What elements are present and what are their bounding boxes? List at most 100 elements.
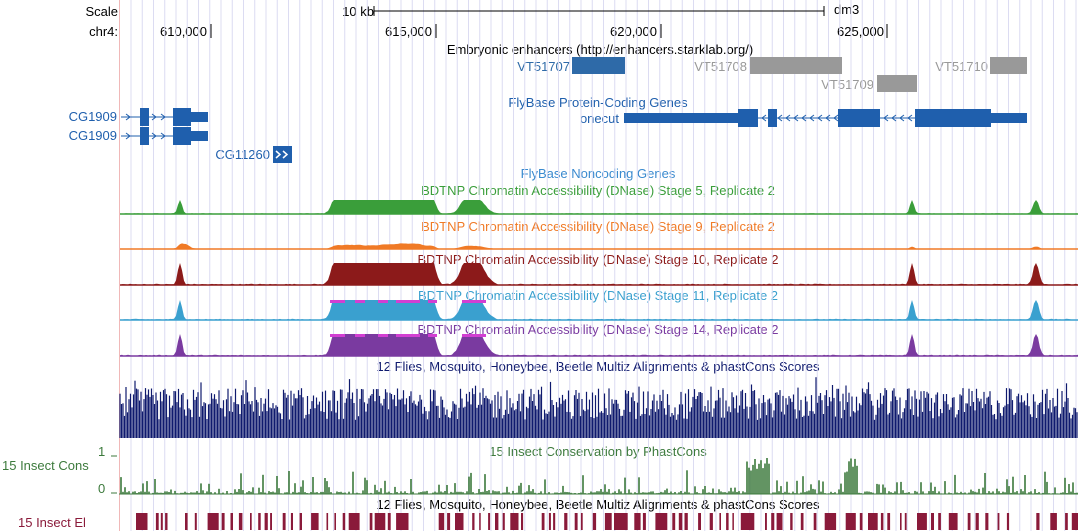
cons-side-label[interactable]: 15 Insect Cons	[2, 458, 89, 473]
strand-arrow	[801, 114, 807, 122]
conserved-element	[845, 513, 856, 530]
conserved-element	[447, 513, 451, 530]
dnase-signal	[120, 243, 1078, 249]
conserved-element	[765, 513, 767, 530]
gene-label-cg11260[interactable]: CG11260	[215, 147, 270, 162]
conserved-element	[1050, 513, 1057, 530]
elements-track-title: 12 Flies, Mosquito, Honeybee, Beetle Mul…	[376, 497, 820, 512]
conserved-element	[1065, 513, 1068, 530]
multiz-track-title: 12 Flies, Mosquito, Honeybee, Beetle Mul…	[376, 359, 820, 374]
conserved-element	[510, 513, 519, 530]
ruler-tick-label: 610,000	[160, 24, 207, 39]
conserved-element	[813, 513, 817, 530]
conserved-element	[564, 513, 568, 530]
clipping-marker	[428, 300, 437, 303]
gene-utr	[991, 113, 1027, 123]
strand-arrow	[899, 114, 905, 122]
conserved-element	[967, 513, 971, 530]
noncoding-track-title: FlyBase Noncoding Genes	[520, 166, 676, 181]
gene-label-cg1909[interactable]: CG1909	[68, 109, 117, 124]
clipping-marker	[378, 300, 388, 303]
conserved-element	[548, 513, 551, 530]
strand-arrow	[275, 150, 289, 159]
conserved-element	[258, 513, 261, 530]
gene-utr	[191, 112, 208, 122]
conserved-element	[790, 513, 793, 530]
conserved-element	[938, 513, 941, 530]
gene-utr	[191, 131, 208, 141]
conserved-element	[917, 513, 927, 530]
conserved-element	[684, 513, 688, 530]
conserved-element	[207, 513, 219, 530]
conserved-element	[160, 513, 163, 530]
conserved-element	[553, 513, 556, 530]
elements-side-label[interactable]: 15 Insect El	[18, 515, 86, 530]
enhancer-box	[877, 75, 917, 92]
dnase-signal	[120, 200, 1078, 214]
conserved-element	[230, 513, 233, 530]
enhancer-box	[990, 57, 1027, 74]
conserved-element	[859, 513, 863, 530]
conserved-element	[698, 513, 701, 530]
gene-exon	[173, 127, 191, 145]
conserved-element	[900, 513, 902, 530]
clipping-marker	[396, 334, 420, 337]
conserved-element	[521, 513, 524, 530]
conserved-element	[824, 513, 837, 530]
conserved-element	[396, 513, 409, 530]
conserved-element	[264, 513, 268, 530]
conserved-element	[282, 513, 286, 530]
strand-arrow	[125, 132, 131, 140]
conserved-element	[541, 513, 545, 530]
gene-exon	[768, 109, 777, 127]
conserved-element	[270, 513, 272, 530]
clipping-marker	[355, 334, 365, 337]
conserved-element	[580, 513, 583, 530]
cons-min-label: 0	[98, 481, 106, 496]
strand-arrow	[160, 132, 166, 140]
ruler-tick-label: 615,000	[385, 24, 432, 39]
conserved-element	[592, 513, 597, 530]
conserved-element	[740, 513, 755, 530]
dnase-track-title: BDTNP Chromatin Accessibility (DNase) St…	[421, 219, 775, 234]
conserved-element	[800, 513, 804, 530]
conserved-element	[185, 513, 188, 530]
gene-label-onecut[interactable]: onecut	[579, 111, 619, 126]
conserved-element	[634, 513, 641, 530]
ruler-tick-label: 620,000	[610, 24, 657, 39]
conserved-element	[604, 513, 612, 530]
enhancer-label[interactable]: VT51707	[517, 59, 570, 74]
conserved-element	[326, 513, 329, 530]
conserved-element	[155, 513, 159, 530]
enhancer-box	[750, 57, 842, 74]
conserved-element	[136, 513, 148, 530]
clipping-marker	[396, 300, 420, 303]
gene-exon	[838, 109, 880, 127]
strand-arrow	[907, 114, 913, 122]
enhancer-box	[572, 57, 625, 74]
enhancer-label[interactable]: VT51709	[821, 77, 874, 92]
clipping-marker	[330, 300, 345, 303]
conserved-element	[985, 513, 989, 530]
gene-exon	[140, 127, 149, 145]
strand-arrow	[777, 114, 783, 122]
enhancer-label[interactable]: VT51708	[694, 59, 747, 74]
conserved-element	[194, 513, 197, 530]
gene-label-cg1909[interactable]: CG1909	[68, 128, 117, 143]
conserved-element	[868, 513, 878, 530]
conserved-element	[614, 513, 628, 530]
gene-exon	[738, 109, 758, 127]
conserved-element	[887, 513, 891, 530]
strand-arrow	[809, 114, 815, 122]
conserved-element	[732, 513, 734, 530]
conserved-element	[299, 513, 302, 530]
conserved-element	[495, 513, 499, 530]
gene-exon	[173, 108, 191, 126]
conserved-element	[1071, 513, 1078, 530]
conserved-element	[904, 513, 907, 530]
cons-track-title: 15 Insect Conservation by PhastCons	[489, 444, 707, 459]
dnase-track-title: BDTNP Chromatin Accessibility (DNase) St…	[417, 322, 779, 337]
strand-arrow	[151, 132, 157, 140]
conserved-element	[311, 513, 319, 530]
